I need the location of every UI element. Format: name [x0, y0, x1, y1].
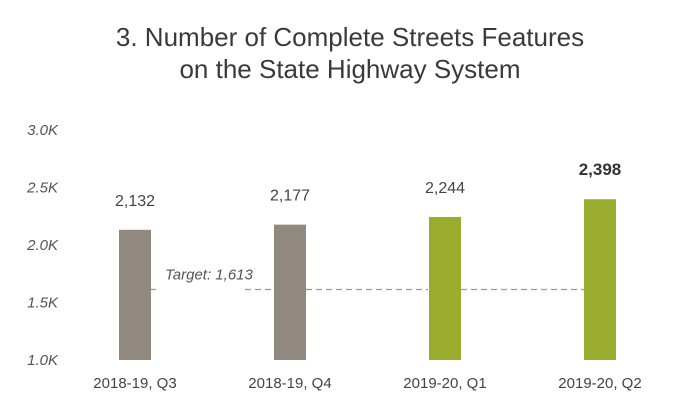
x-category-label: 2018-19, Q3	[93, 375, 176, 392]
y-tick-label: 1.5K	[27, 295, 59, 312]
y-tick-label: 1.0K	[27, 352, 59, 369]
chart-title-line-1: 3. Number of Complete Streets Features	[115, 22, 585, 52]
y-tick-label: 3.0K	[27, 122, 59, 139]
x-category-label: 2019-20, Q2	[558, 375, 641, 392]
bar-value-label: 2,177	[270, 188, 310, 205]
bar-value-label: 2,398	[579, 160, 622, 179]
x-category-label: 2018-19, Q4	[248, 375, 331, 392]
chart-title-line-2: on the State Highway System	[179, 54, 521, 84]
x-category-label: 2019-20, Q1	[403, 375, 486, 392]
target-label: Target: 1,613	[165, 267, 254, 284]
y-tick-label: 2.0K	[26, 237, 59, 254]
bar	[274, 224, 306, 360]
bar-value-label: 2,244	[425, 180, 465, 197]
bar-value-label: 2,132	[115, 193, 155, 210]
y-tick-label: 2.5K	[26, 180, 59, 197]
bar	[119, 229, 151, 360]
bar	[429, 216, 461, 360]
bar	[584, 199, 616, 360]
